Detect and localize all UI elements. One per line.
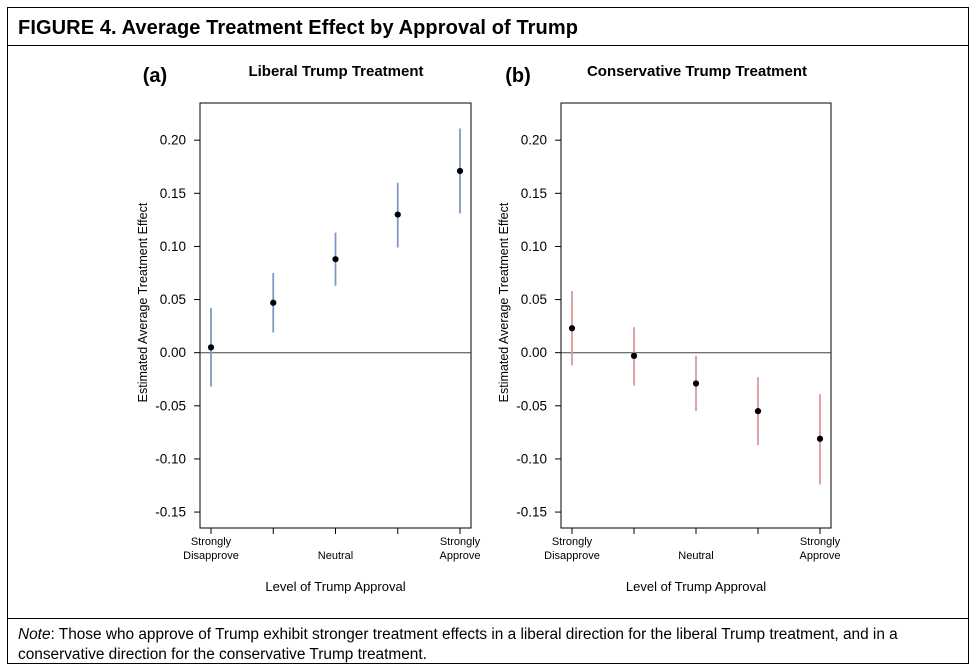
point-estimate xyxy=(456,167,464,175)
y-tick-label: -0.10 xyxy=(155,451,186,466)
y-tick-label: 0.10 xyxy=(160,239,186,254)
figure-note: Note: Those who approve of Trump exhibit… xyxy=(18,625,968,665)
y-axis-label: Estimated Average Treatment Effect xyxy=(497,202,511,402)
x-axis-label: Level of Trump Approval xyxy=(265,579,405,594)
point-estimate xyxy=(692,380,700,387)
x-tick-label: Strongly xyxy=(191,536,232,548)
point-estimate xyxy=(394,211,401,218)
point-estimate xyxy=(754,408,762,415)
point-estimate xyxy=(630,352,638,359)
point-estimate xyxy=(816,435,824,442)
y-tick-label: 0.00 xyxy=(160,345,186,360)
y-tick-label: -0.15 xyxy=(516,505,547,520)
y-tick-label: 0.00 xyxy=(521,345,547,360)
x-axis-label: Level of Trump Approval xyxy=(626,579,766,594)
point-estimate xyxy=(270,299,277,306)
y-axis-label: Estimated Average Treatment Effect xyxy=(136,202,150,402)
panel-title: Conservative Trump Treatment xyxy=(587,63,807,80)
point-estimate xyxy=(568,325,576,332)
note-rule xyxy=(7,618,969,619)
plot-frame xyxy=(199,102,472,529)
x-tick-label: Approve xyxy=(440,550,481,562)
y-tick-label: 0.20 xyxy=(160,133,186,148)
y-tick-label: -0.05 xyxy=(516,398,547,413)
panel-label: (a) xyxy=(143,65,167,87)
point-estimate xyxy=(332,256,339,263)
figure-frame xyxy=(7,7,969,664)
y-tick-label: -0.15 xyxy=(155,505,186,520)
y-tick-label: 0.15 xyxy=(160,186,186,201)
x-tick-label: Strongly xyxy=(552,536,593,548)
figure-title: FIGURE 4. Average Treatment Effect by Ap… xyxy=(18,17,579,39)
y-tick-label: 0.10 xyxy=(521,239,547,254)
y-tick-label: -0.10 xyxy=(516,451,547,466)
panel-label: (b) xyxy=(505,65,531,87)
y-tick-label: 0.05 xyxy=(160,292,186,307)
plot-frame xyxy=(560,102,832,529)
x-tick-label: Disapprove xyxy=(183,550,239,562)
x-tick-label: Disapprove xyxy=(544,550,600,562)
x-tick-label: Strongly xyxy=(440,536,481,548)
note-text: : Those who approve of Trump exhibit str… xyxy=(18,626,898,663)
x-tick-label: Neutral xyxy=(678,550,713,562)
x-tick-label: Approve xyxy=(800,550,841,562)
note-lead: Note xyxy=(18,626,51,643)
y-tick-label: -0.05 xyxy=(155,398,186,413)
panel-title: Liberal Trump Treatment xyxy=(248,63,423,80)
y-tick-label: 0.15 xyxy=(521,186,547,201)
title-rule xyxy=(7,45,969,46)
x-tick-label: Strongly xyxy=(800,536,841,548)
point-estimate xyxy=(207,344,215,351)
y-tick-label: 0.20 xyxy=(521,133,547,148)
x-tick-label: Neutral xyxy=(318,550,353,562)
y-tick-label: 0.05 xyxy=(521,292,547,307)
